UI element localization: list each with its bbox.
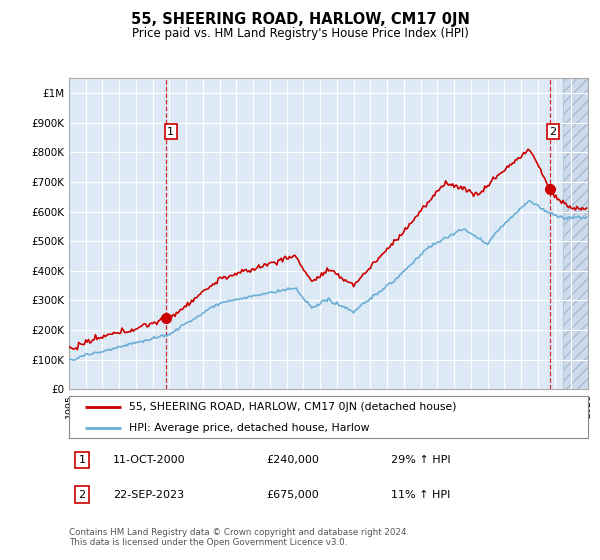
Text: Price paid vs. HM Land Registry's House Price Index (HPI): Price paid vs. HM Land Registry's House … (131, 27, 469, 40)
Text: 22-SEP-2023: 22-SEP-2023 (113, 489, 184, 500)
Text: 55, SHEERING ROAD, HARLOW, CM17 0JN (detached house): 55, SHEERING ROAD, HARLOW, CM17 0JN (det… (128, 402, 456, 412)
Text: 1: 1 (79, 455, 85, 465)
Text: £675,000: £675,000 (266, 489, 319, 500)
Text: 11-OCT-2000: 11-OCT-2000 (113, 455, 186, 465)
Text: 55, SHEERING ROAD, HARLOW, CM17 0JN: 55, SHEERING ROAD, HARLOW, CM17 0JN (131, 12, 469, 27)
Text: Contains HM Land Registry data © Crown copyright and database right 2024.
This d: Contains HM Land Registry data © Crown c… (69, 528, 409, 547)
Text: HPI: Average price, detached house, Harlow: HPI: Average price, detached house, Harl… (128, 423, 369, 433)
Text: 1: 1 (167, 127, 174, 137)
Text: 2: 2 (79, 489, 86, 500)
Bar (563, 78, 588, 389)
Text: 29% ↑ HPI: 29% ↑ HPI (391, 455, 451, 465)
Text: 11% ↑ HPI: 11% ↑ HPI (391, 489, 450, 500)
Text: £240,000: £240,000 (266, 455, 319, 465)
Text: 2: 2 (550, 127, 557, 137)
